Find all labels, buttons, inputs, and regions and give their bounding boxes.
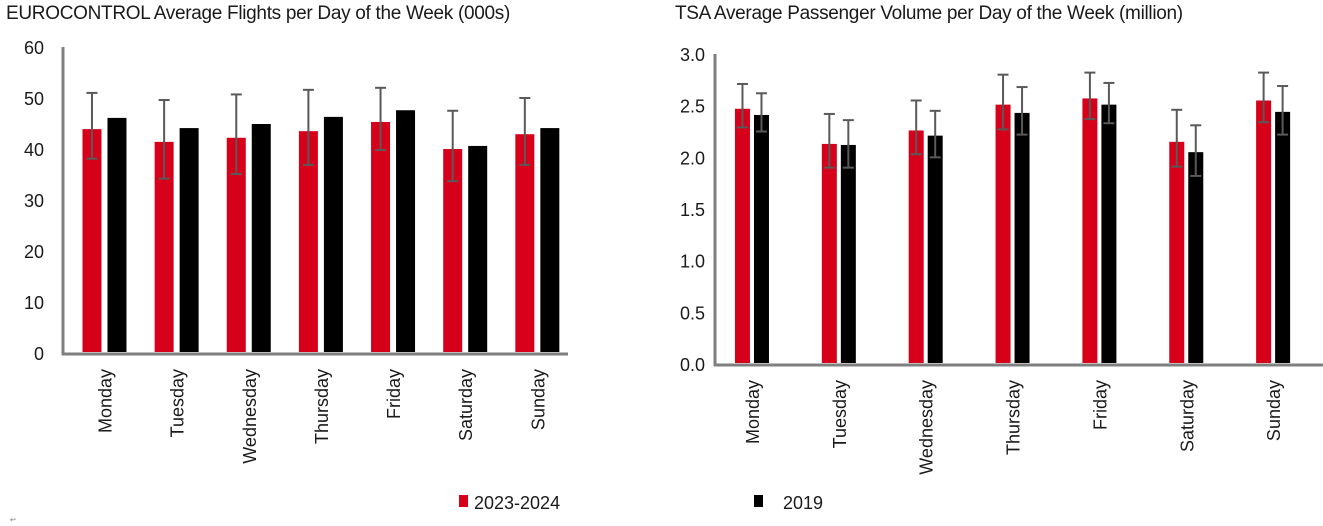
- legend-label: 2019: [783, 493, 824, 513]
- x-tick-label-tuesday: Tuesday: [168, 369, 188, 437]
- bar-2019-tuesday: [179, 128, 199, 352]
- return-icon: ↩: [10, 517, 16, 524]
- bar-2023-2024-sunday: [515, 134, 535, 352]
- x-tick-label-tuesday: Tuesday: [830, 380, 850, 448]
- x-tick-label-saturday: Saturday: [1177, 380, 1197, 452]
- bar-2019-sunday: [1275, 111, 1291, 363]
- x-tick-label-saturday: Saturday: [456, 369, 476, 441]
- bar-2019-wednesday: [251, 124, 271, 352]
- bar-2023-2024-tuesday: [821, 143, 837, 363]
- chart-title-tsa: TSA Average Passenger Volume per Day of …: [675, 3, 1183, 24]
- chart-title-eurocontrol: EUROCONTROL Average Flights per Day of t…: [6, 3, 511, 24]
- bar-2019-friday: [1101, 104, 1117, 363]
- bar-2019-thursday: [323, 116, 343, 353]
- bar-2023-2024-thursday: [298, 131, 318, 352]
- y-tick-label: 40: [24, 140, 44, 160]
- y-tick-label: 0.5: [680, 303, 705, 323]
- y-tick-label: 2.5: [680, 97, 705, 117]
- x-tick-label-friday: Friday: [384, 369, 404, 419]
- bar-2019-saturday: [468, 145, 488, 352]
- x-tick-label-wednesday: Wednesday: [240, 369, 260, 464]
- x-tick-label-friday: Friday: [1090, 380, 1110, 430]
- bar-2019-monday: [107, 117, 127, 352]
- x-tick-label-thursday: Thursday: [312, 369, 332, 444]
- bar-2019-sunday: [540, 128, 560, 352]
- y-tick-label: 60: [24, 38, 44, 58]
- y-tick-label: 3.0: [680, 45, 705, 65]
- x-tick-label-wednesday: Wednesday: [917, 380, 937, 475]
- y-tick-label: 0.0: [680, 355, 705, 375]
- y-tick-label: 10: [24, 293, 44, 313]
- bar-2023-2024-monday: [734, 108, 750, 364]
- eurocontrol-flights-chart: 0 10 20 30 40 50 60 Monday Tuesday Wednesday Thurs…: [24, 38, 568, 464]
- bar-2019-tuesday: [840, 144, 856, 363]
- bar-2019-friday: [396, 110, 416, 353]
- bar-2023-2024-thursday: [995, 104, 1011, 363]
- bar-2023-2024-wednesday: [908, 130, 924, 363]
- bar-2023-2024-friday: [371, 121, 391, 352]
- y-tick-label: 1.0: [680, 252, 705, 272]
- bar-2023-2024-monday: [82, 129, 102, 352]
- y-tick-label: 50: [24, 89, 44, 109]
- y-tick-label: 2.0: [680, 148, 705, 168]
- bar-2023-2024-saturday: [1169, 141, 1185, 363]
- bar-2019-thursday: [1014, 112, 1030, 364]
- y-tick-label: 20: [24, 242, 44, 262]
- x-tick-label-thursday: Thursday: [1004, 380, 1024, 455]
- bar-2019-saturday: [1188, 152, 1204, 363]
- bar-2023-2024-sunday: [1256, 100, 1272, 363]
- bar-2023-2024-tuesday: [154, 141, 174, 352]
- bar-2023-2024-friday: [1082, 98, 1098, 363]
- y-tick-label: 30: [24, 191, 44, 211]
- bar-2023-2024-wednesday: [226, 137, 246, 352]
- bar-2019-monday: [753, 114, 769, 363]
- x-tick-label-sunday: Sunday: [1264, 380, 1284, 441]
- x-tick-label-sunday: Sunday: [528, 369, 548, 430]
- legend-swatch-red: [459, 494, 468, 507]
- y-tick-label: 1.5: [680, 200, 705, 220]
- bar-2019-wednesday: [927, 135, 943, 363]
- x-tick-label-monday: Monday: [743, 380, 763, 444]
- legend-label: 2023-2024: [474, 493, 561, 513]
- bar-2023-2024-saturday: [443, 149, 463, 352]
- legend-swatch-black: [754, 494, 763, 507]
- legend-item-2019: 2019: [754, 493, 823, 514]
- y-tick-label: 0: [34, 344, 44, 364]
- tsa-passenger-chart: 0.0 0.5 1.0 1.5 2.0 2.5 3.0 Monday Tuesday Wednes…: [680, 45, 1323, 475]
- x-tick-label-monday: Monday: [95, 369, 115, 433]
- legend-item-2023-2024: 2023-2024: [459, 493, 560, 514]
